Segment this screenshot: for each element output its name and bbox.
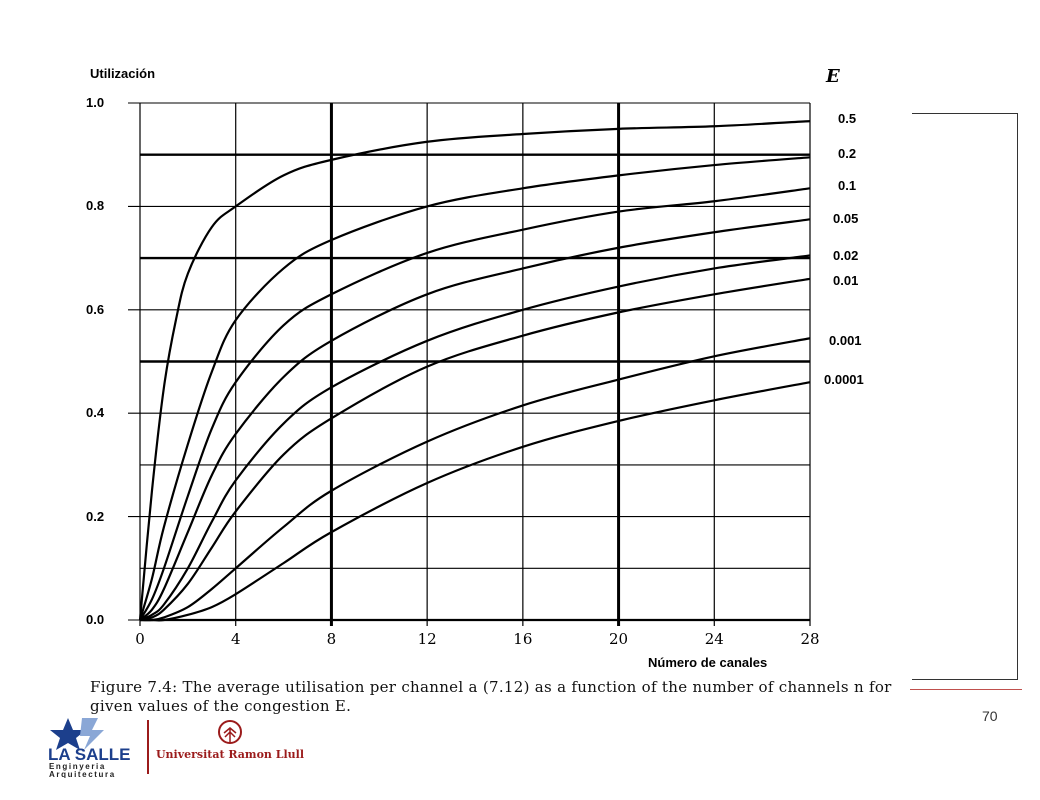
x-tick-label: 16 (513, 630, 532, 648)
series-curve-E-0.02 (139, 254, 811, 622)
y-tick-label: 1.0 (86, 95, 105, 110)
tree-emblem-icon (218, 720, 242, 744)
series-curve-E-0.0001 (140, 381, 811, 622)
x-tick-label: 12 (418, 630, 437, 648)
logo-separator (147, 720, 149, 774)
x-tick-label: 4 (231, 630, 241, 648)
series-curve-E-0.001 (139, 337, 811, 622)
y-tick-label: 0.4 (86, 405, 105, 421)
star-icon (50, 718, 86, 750)
frame-bottom-line (912, 679, 1018, 680)
page-number: 70 (982, 708, 998, 724)
y-axis-title: Utilización (90, 66, 156, 81)
url-logo-text: Universitat Ramon Llull (156, 748, 304, 761)
series-curve-E-0.5 (138, 119, 811, 621)
la-salle-logo-text: LA SALLE (48, 745, 130, 764)
series-curve-E-0.1 (139, 187, 811, 621)
footer-divider (910, 689, 1022, 690)
la-salle-logo: LA SALLE Enginyeria Arquitectura (48, 718, 130, 778)
x-tick-label: 28 (800, 630, 819, 648)
x-tick-label: 24 (705, 630, 724, 648)
x-tick-labels: 0 4 8 12 16 20 24 28 (135, 630, 819, 648)
series-label-E: 0.02 (833, 248, 859, 263)
chart-grid (128, 102, 811, 626)
series-label-E: 0.0001 (824, 372, 864, 387)
x-tick-label: 0 (135, 630, 145, 648)
series-label-E: 0.05 (833, 211, 859, 226)
series-label-E: 0.2 (838, 146, 857, 161)
x-tick-label: 8 (327, 630, 337, 648)
x-axis-title: Número de canales (648, 655, 768, 670)
la-salle-logo-line3: Arquitectura (49, 770, 116, 778)
frame-right-line (1017, 113, 1018, 680)
series-label-E: 0.1 (838, 178, 857, 193)
y-tick-label: 0.2 (86, 508, 105, 524)
x-tick-label: 20 (609, 630, 628, 648)
series-curve-E-0.05 (139, 218, 811, 621)
url-logo: Universitat Ramon Llull (156, 720, 304, 761)
series-label-E: 0.001 (829, 333, 862, 348)
series-curve-E-0.2 (138, 156, 811, 621)
series-label-E: 0.01 (833, 273, 859, 288)
y-tick-label: 0.0 (86, 612, 105, 627)
chart-series (138, 119, 811, 622)
y-tick-label: 0.8 (86, 198, 105, 214)
series-label-E: 0.5 (838, 111, 857, 126)
y-tick-label: 0.6 (86, 301, 105, 317)
legend-title: E (826, 66, 840, 87)
figure-caption: Figure 7.4: The average utilisation per … (90, 678, 892, 715)
series-curve-E-0.01 (139, 277, 811, 622)
frame-top-line (912, 113, 1018, 114)
la-salle-logo-line2: Enginyeria (49, 762, 106, 771)
